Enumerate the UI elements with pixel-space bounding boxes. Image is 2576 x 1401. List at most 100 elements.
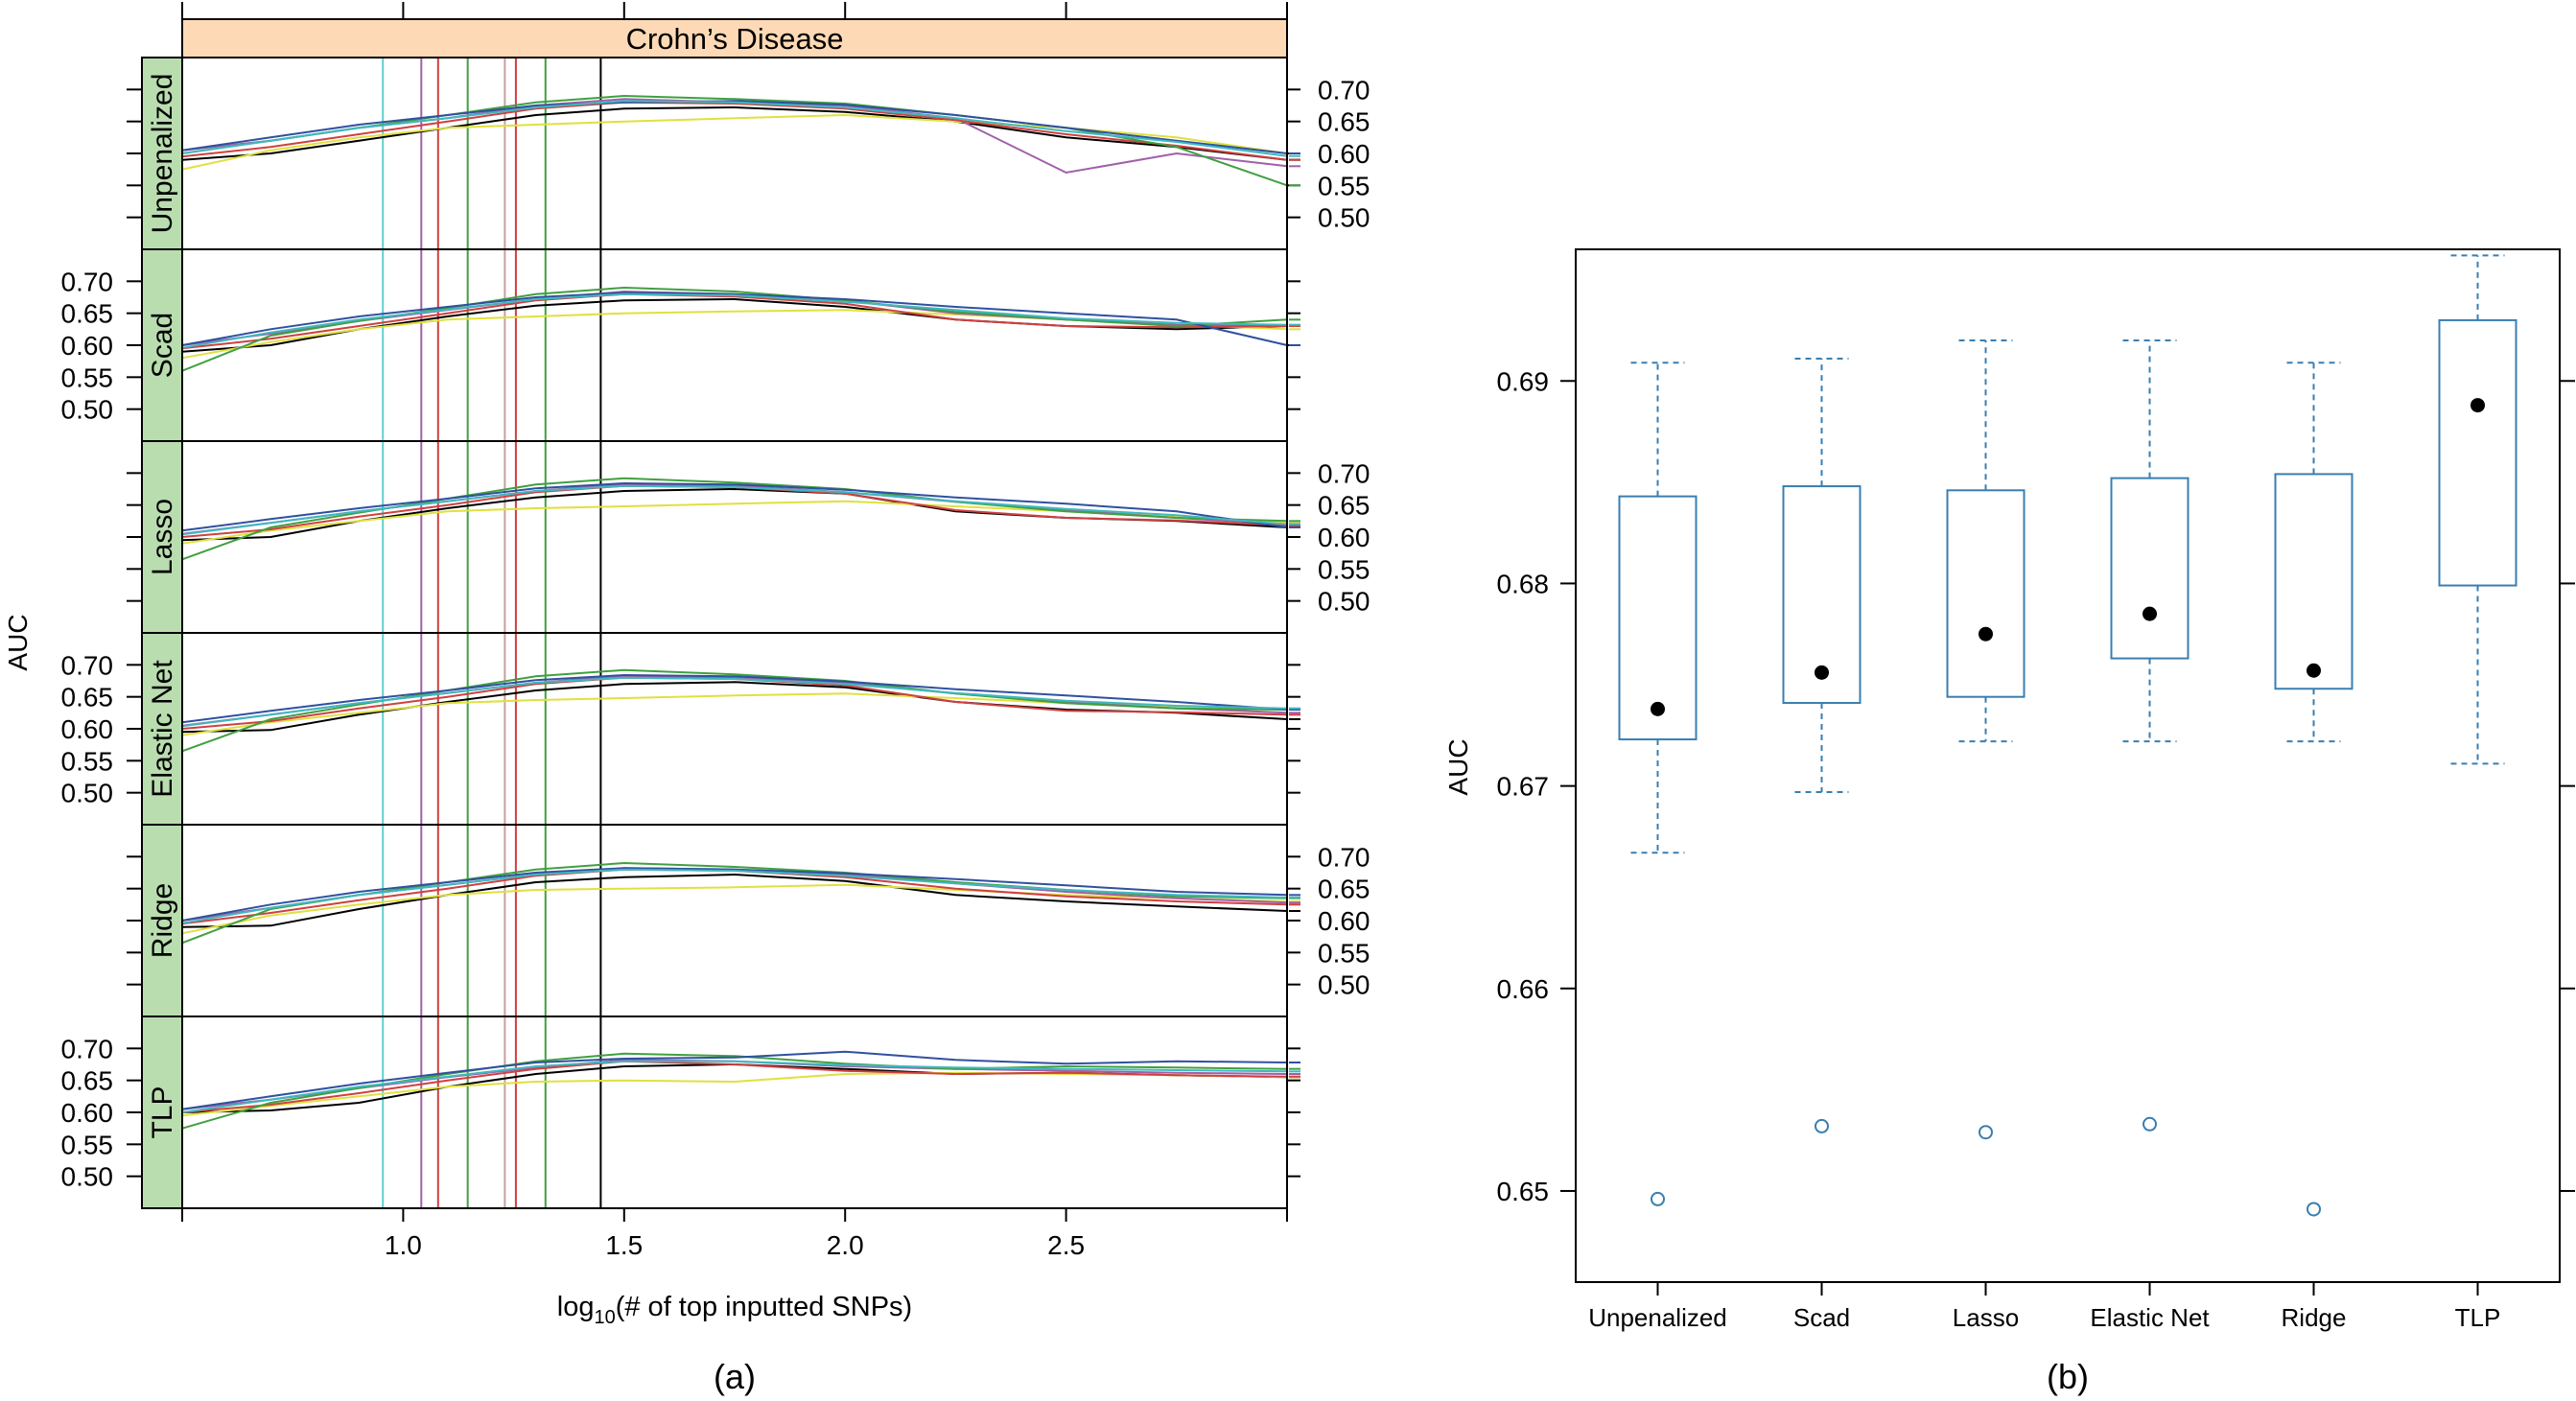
iqr-box — [2274, 473, 2354, 690]
outlier-point — [1651, 1191, 1665, 1206]
series-line — [181, 1050, 1288, 1110]
y-tick-label: 0.50 — [1318, 203, 1370, 233]
series-lines — [181, 94, 1288, 1130]
median-dot — [1651, 701, 1665, 716]
series-line — [181, 873, 1288, 928]
series-line — [181, 668, 1288, 753]
plot-frame — [1575, 248, 2561, 1283]
y-tick-label: 0.60 — [61, 1098, 114, 1128]
y-tick-label: 0.70 — [1318, 842, 1370, 872]
median-dot — [2307, 663, 2321, 678]
outlier-point — [1815, 1118, 1829, 1133]
x-axis-label: log10(# of top inputted SNPs) — [557, 1292, 912, 1328]
series-line — [181, 883, 1288, 935]
y-axis-label: AUC — [1443, 738, 1473, 795]
median-dot — [2143, 606, 2157, 621]
box-group — [1946, 339, 2026, 1140]
panel-name: Unpenalized — [147, 74, 178, 234]
x-tick-label: 1.5 — [605, 1230, 643, 1260]
x-tick-label: Ridge — [2282, 1303, 2347, 1332]
box-group — [1782, 358, 1862, 1133]
y-tick-label: 0.68 — [1497, 569, 1550, 598]
y-tick-label: 0.70 — [61, 650, 114, 680]
series-line — [181, 105, 1288, 161]
y-tick-label: 0.70 — [61, 1034, 114, 1063]
y-tick-label: 0.70 — [1318, 458, 1370, 488]
series-line — [181, 292, 1288, 349]
panel-grid: Unpenalized Scad Lasso Elastic Net Ridge TLP — [141, 57, 183, 1209]
y-tick-label: 0.55 — [61, 746, 114, 776]
y-tick-label: 0.60 — [61, 714, 114, 744]
panel-name: Elastic Net — [147, 660, 178, 798]
series-line — [181, 673, 1288, 724]
y-tick-label: 0.65 — [1318, 107, 1370, 137]
box-group — [2274, 362, 2354, 1217]
y-tick-label: 0.55 — [1318, 171, 1370, 200]
x-tick-label: TLP — [2455, 1303, 2501, 1332]
y-tick-label: 0.55 — [1318, 938, 1370, 968]
y-tick-label: 0.60 — [1318, 906, 1370, 936]
outlier-point — [2307, 1202, 2321, 1217]
y-tick-label: 0.65 — [61, 683, 114, 712]
y-axis-label: AUC — [3, 614, 33, 670]
y-tick-label: 0.50 — [61, 395, 114, 425]
panel-name: Scad — [147, 313, 178, 378]
x-tick-label: Lasso — [1953, 1303, 2019, 1332]
median-dot — [2471, 398, 2485, 413]
y-tick-label: 0.55 — [61, 1130, 114, 1159]
series-line — [181, 868, 1288, 924]
x-tick-label: 2.5 — [1047, 1230, 1085, 1260]
y-tick-label: 0.50 — [61, 1162, 114, 1192]
panel-name: TLP — [147, 1086, 178, 1138]
box-group — [2438, 254, 2517, 765]
series-line — [181, 100, 1288, 157]
y-tick-label: 0.70 — [61, 267, 114, 296]
y-tick-label: 0.66 — [1497, 974, 1550, 1004]
panel-strip — [141, 440, 183, 634]
y-tick-label: 0.60 — [1318, 523, 1370, 552]
y-tick-label: 0.50 — [1318, 587, 1370, 617]
x-tick-label: Elastic Net — [2090, 1303, 2210, 1332]
median-dot — [1815, 665, 1829, 680]
median-dot — [1979, 626, 1993, 642]
y-tick-label: 0.60 — [61, 331, 114, 361]
x-axis: 1.0 1.5 2.0 2.5 — [181, 2, 1288, 1260]
selected-x-lines — [382, 58, 602, 1208]
strip-header — [181, 18, 1288, 58]
iqr-box — [2438, 318, 2517, 587]
panel-name: Lasso — [147, 499, 178, 575]
panel-name: Ridge — [147, 883, 178, 958]
series-line — [181, 481, 1288, 532]
box-group — [1618, 362, 1698, 1206]
series-line — [181, 867, 1288, 922]
y-tick-label: 0.65 — [1318, 491, 1370, 521]
iqr-box — [1946, 489, 2026, 698]
series-line — [181, 1060, 1288, 1113]
y-tick-label: 0.70 — [1318, 75, 1370, 105]
series-line — [181, 676, 1288, 728]
series-line — [181, 286, 1288, 372]
series-line — [181, 1060, 1288, 1113]
iqr-box — [2110, 477, 2190, 660]
series-line — [181, 1052, 1288, 1130]
series-line — [181, 1071, 1288, 1117]
x-tick-label: Unpenalized — [1588, 1303, 1727, 1332]
y-tick-label: 0.65 — [1318, 875, 1370, 904]
panel-a-label: (a) — [714, 1357, 756, 1396]
strip-title: Crohn’s Disease — [626, 22, 844, 56]
box-group — [2110, 339, 2190, 1132]
y-axis: 0.65 0.66 0.67 0.68 0.69 — [1497, 366, 2575, 1206]
y-tick-label: 0.69 — [1497, 366, 1550, 396]
trellis-line-chart: Crohn’s Disease Unpenalized Scad Lasso Elas… — [3, 2, 1370, 1396]
series-line — [181, 292, 1288, 346]
y-tick-label: 0.60 — [1318, 139, 1370, 169]
y-axes: 0.700.650.600.550.500.700.650.600.550.50… — [61, 75, 1370, 1191]
y-tick-label: 0.67 — [1497, 772, 1550, 802]
y-tick-label: 0.55 — [1318, 554, 1370, 584]
series-line — [181, 484, 1288, 536]
series-line — [181, 477, 1288, 561]
iqr-box — [1782, 485, 1862, 705]
panel-b-label: (b) — [2047, 1357, 2089, 1396]
y-tick-label: 0.50 — [61, 779, 114, 808]
outlier-point — [2143, 1116, 2157, 1132]
